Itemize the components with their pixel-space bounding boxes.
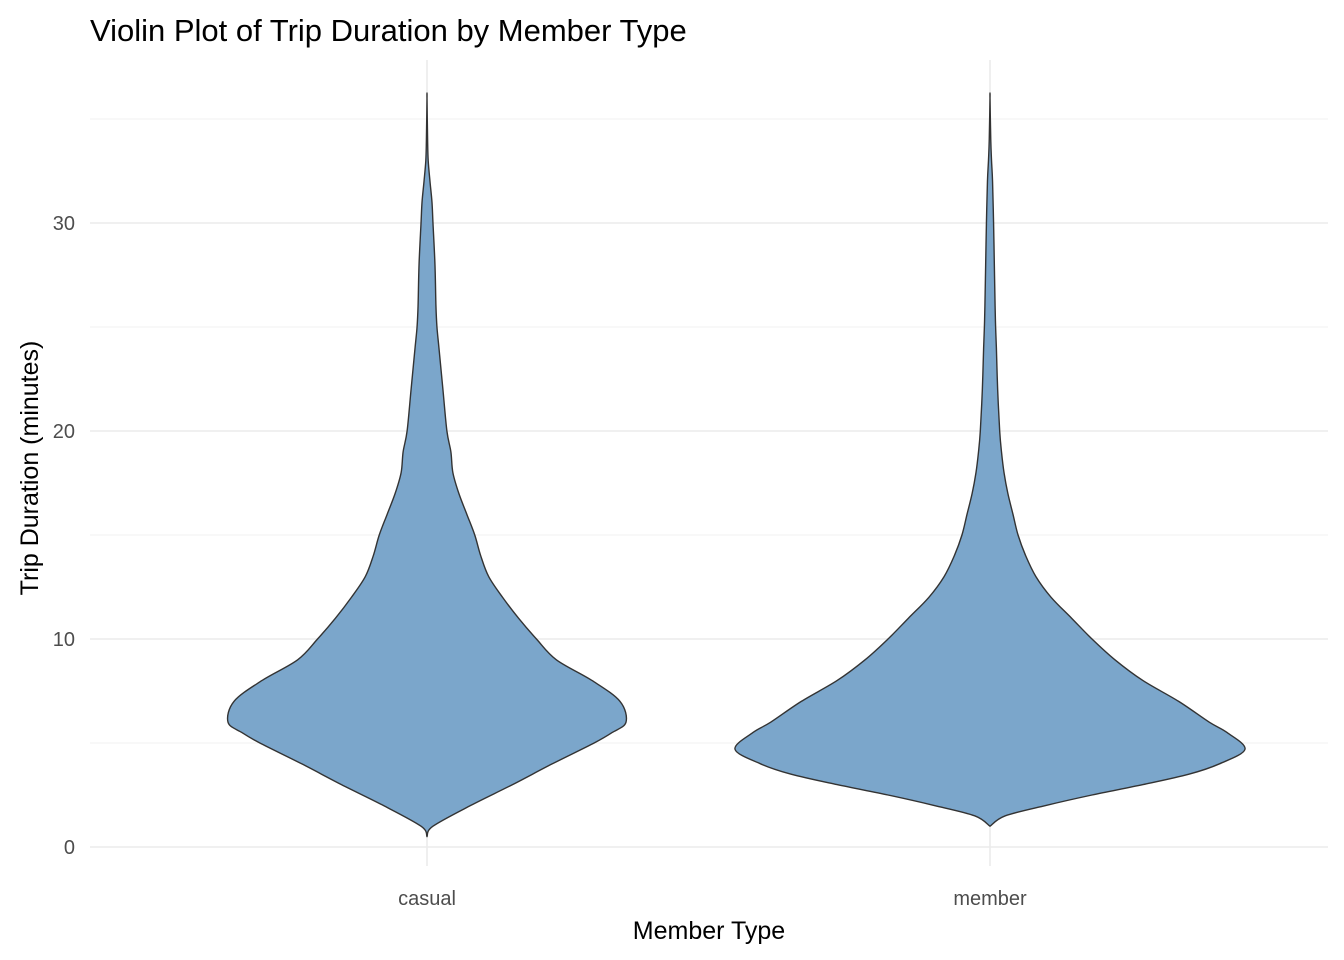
x-tick-labels: casual member xyxy=(398,888,1027,910)
y-tick-label: 10 xyxy=(53,629,75,651)
y-tick-label: 0 xyxy=(64,837,75,859)
x-tick-label: member xyxy=(953,888,1027,910)
x-axis-title: Member Type xyxy=(633,917,785,945)
y-tick-label: 30 xyxy=(53,213,75,235)
y-axis-title: Trip Duration (minutes) xyxy=(16,341,44,596)
violin-layer xyxy=(226,92,1246,838)
violin-member xyxy=(734,92,1246,827)
chart-title: Violin Plot of Trip Duration by Member T… xyxy=(90,13,687,48)
violin-casual xyxy=(226,92,628,838)
y-tick-labels: 0 10 20 30 xyxy=(53,213,75,859)
y-tick-label: 20 xyxy=(53,421,75,443)
x-tick-label: casual xyxy=(398,888,456,910)
